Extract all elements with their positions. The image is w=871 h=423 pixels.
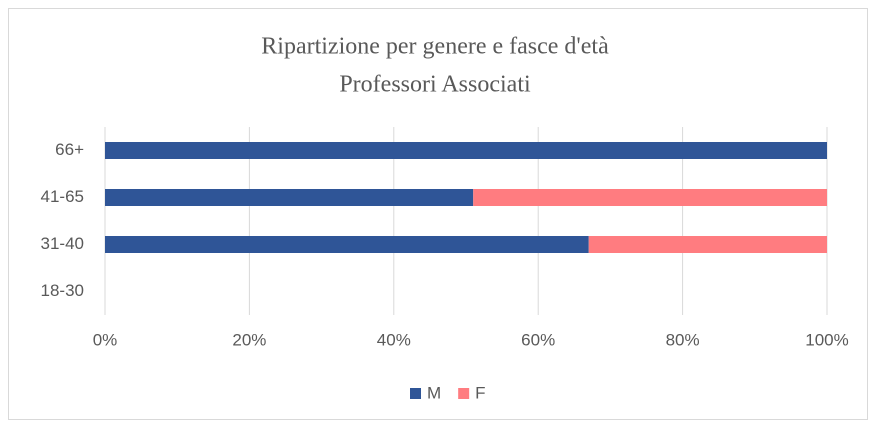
- chart-subtitle: Professori Associati: [339, 72, 531, 98]
- legend-label: M: [427, 383, 441, 402]
- chart-border: [8, 8, 868, 420]
- bar: [105, 189, 474, 206]
- bar: [105, 142, 827, 159]
- bar: [588, 236, 827, 253]
- x-tick-label: 80%: [666, 330, 700, 349]
- legend-swatch: [458, 388, 470, 399]
- y-tick-label: 41-65: [41, 187, 84, 206]
- x-tick-label: 20%: [232, 330, 266, 349]
- legend-label: F: [475, 383, 485, 402]
- x-tick-label: 60%: [521, 330, 555, 349]
- x-tick-label: 100%: [805, 330, 848, 349]
- y-tick-label: 66+: [55, 140, 84, 159]
- x-tick-label: 40%: [377, 330, 411, 349]
- chart-title: Ripartizione per genere e fasce d'età: [261, 34, 609, 60]
- x-tick-label: 0%: [93, 330, 118, 349]
- bar: [473, 189, 827, 206]
- y-tick-label: 18-30: [41, 281, 84, 300]
- bar: [105, 236, 589, 253]
- legend-swatch: [410, 388, 421, 399]
- y-tick-label: 31-40: [41, 234, 84, 253]
